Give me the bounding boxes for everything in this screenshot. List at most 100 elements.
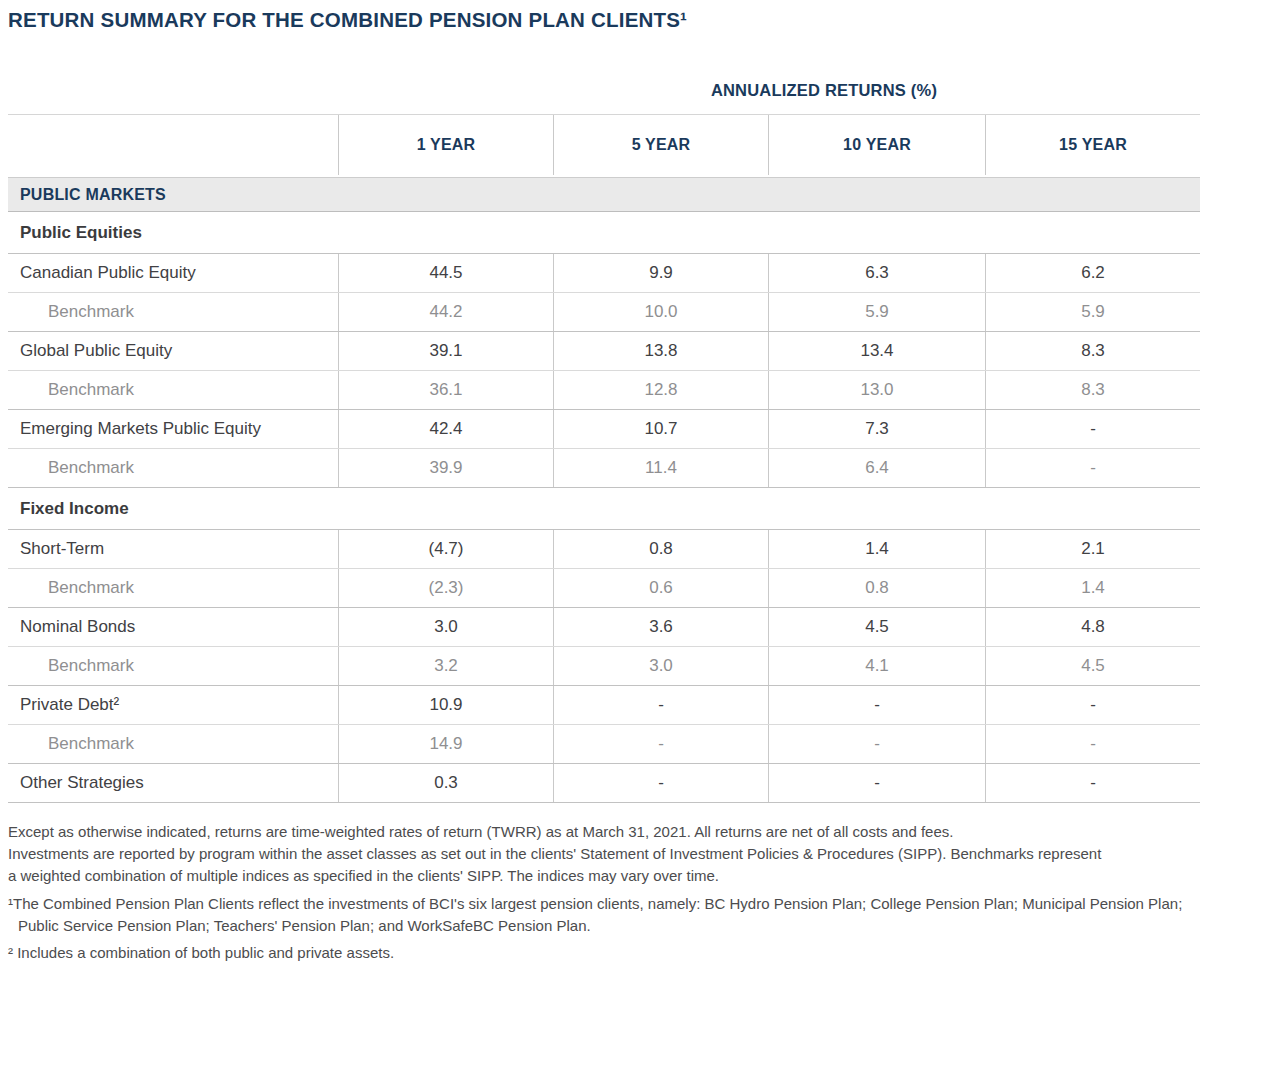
table-row-benchmark: Benchmark 14.9 - - - [8, 725, 1200, 764]
cell-value: 13.4 [768, 332, 985, 370]
cell-value: 6.2 [985, 254, 1200, 292]
section-header-label: PUBLIC MARKETS [20, 186, 166, 204]
table-row: Other Strategies 0.3 - - - [8, 764, 1200, 803]
footnotes: Except as otherwise indicated, returns a… [8, 821, 1276, 964]
cell-value: - [553, 686, 768, 724]
cell-value: 10.9 [338, 686, 553, 724]
cell-value: 0.8 [553, 530, 768, 568]
cell-value: 39.9 [338, 449, 553, 487]
cell-value: 6.3 [768, 254, 985, 292]
row-label: Global Public Equity [8, 332, 338, 370]
cell-value: 36.1 [338, 371, 553, 409]
cell-value: (2.3) [338, 569, 553, 607]
footnote-general-line: Investments are reported by program with… [8, 843, 1276, 865]
cell-value: 2.1 [985, 530, 1200, 568]
footnote-1-continued: Public Service Pension Plan; Teachers' P… [8, 915, 1276, 937]
row-label: Emerging Markets Public Equity [8, 410, 338, 448]
cell-value: 9.9 [553, 254, 768, 292]
cell-value: 10.0 [553, 293, 768, 331]
cell-value: 0.3 [338, 764, 553, 802]
cell-value: - [985, 449, 1200, 487]
row-label: Short-Term [8, 530, 338, 568]
footnote-2-marker: ² [8, 944, 13, 961]
cell-value: 6.4 [768, 449, 985, 487]
cell-value: 13.8 [553, 332, 768, 370]
cell-value: 12.8 [553, 371, 768, 409]
report-page: RETURN SUMMARY FOR THE COMBINED PENSION … [0, 0, 1200, 964]
footnote-1: ¹The Combined Pension Plan Clients refle… [8, 893, 1276, 915]
cell-value: 4.8 [985, 608, 1200, 646]
table-row-benchmark: Benchmark 39.9 11.4 6.4 - [8, 449, 1200, 488]
row-label: Other Strategies [8, 764, 338, 802]
column-header-5-year: 5 YEAR [553, 115, 768, 175]
cell-value: 44.2 [338, 293, 553, 331]
column-header-15-year: 15 YEAR [985, 115, 1200, 175]
footnote-2: ² Includes a combination of both public … [8, 942, 1276, 964]
cell-value: 4.5 [985, 647, 1200, 685]
footnote-general-line: a weighted combination of multiple indic… [8, 865, 1276, 887]
table-row: Emerging Markets Public Equity 42.4 10.7… [8, 410, 1200, 449]
table-row: Nominal Bonds 3.0 3.6 4.5 4.8 [8, 608, 1200, 647]
cell-value: - [985, 725, 1200, 763]
row-label: Benchmark [8, 449, 338, 487]
cell-value: (4.7) [338, 530, 553, 568]
cell-value: 13.0 [768, 371, 985, 409]
table-row-benchmark: Benchmark (2.3) 0.6 0.8 1.4 [8, 569, 1200, 608]
row-label: Benchmark [8, 293, 338, 331]
cell-value: 3.2 [338, 647, 553, 685]
cell-value: - [985, 686, 1200, 724]
column-header-10-year: 10 YEAR [768, 115, 985, 175]
table-row: Canadian Public Equity 44.5 9.9 6.3 6.2 [8, 253, 1200, 293]
cell-value: 3.6 [553, 608, 768, 646]
cell-value: 10.7 [553, 410, 768, 448]
cell-value: 5.9 [985, 293, 1200, 331]
row-label: Private Debt² [8, 686, 338, 724]
cell-value: 1.4 [985, 569, 1200, 607]
cell-value: 3.0 [553, 647, 768, 685]
row-label: Canadian Public Equity [8, 254, 338, 292]
table-row: Short-Term (4.7) 0.8 1.4 2.1 [8, 529, 1200, 569]
table-row: Private Debt² 10.9 - - - [8, 686, 1200, 725]
table-row: Global Public Equity 39.1 13.8 13.4 8.3 [8, 332, 1200, 371]
cell-value: 4.5 [768, 608, 985, 646]
table-header-row: 1 YEAR 5 YEAR 10 YEAR 15 YEAR [8, 114, 1200, 175]
footnote-2-text: Includes a combination of both public an… [17, 944, 394, 961]
cell-value: 8.3 [985, 332, 1200, 370]
cell-value: 1.4 [768, 530, 985, 568]
row-label: Benchmark [8, 647, 338, 685]
group-label-fixed-income: Fixed Income [8, 488, 1200, 529]
cell-value: 44.5 [338, 254, 553, 292]
footnote-1-text: The Combined Pension Plan Clients reflec… [13, 895, 1182, 912]
cell-value: 3.0 [338, 608, 553, 646]
cell-value: 8.3 [985, 371, 1200, 409]
row-label: Benchmark [8, 371, 338, 409]
cell-value: 5.9 [768, 293, 985, 331]
row-label: Benchmark [8, 569, 338, 607]
cell-value: 0.6 [553, 569, 768, 607]
cell-value: 42.4 [338, 410, 553, 448]
page-title: RETURN SUMMARY FOR THE COMBINED PENSION … [8, 8, 1200, 32]
cell-value: - [768, 764, 985, 802]
cell-value: - [768, 686, 985, 724]
cell-value: 7.3 [768, 410, 985, 448]
section-header-public-markets: PUBLIC MARKETS [8, 177, 1200, 212]
cell-value: 39.1 [338, 332, 553, 370]
cell-value: - [985, 764, 1200, 802]
cell-value: 0.8 [768, 569, 985, 607]
row-label: Nominal Bonds [8, 608, 338, 646]
table-row-benchmark: Benchmark 44.2 10.0 5.9 5.9 [8, 293, 1200, 332]
annualized-returns-header: ANNUALIZED RETURNS (%) [448, 81, 1200, 100]
footnote-general-line: Except as otherwise indicated, returns a… [8, 821, 1276, 843]
cell-value: - [553, 764, 768, 802]
cell-value: - [553, 725, 768, 763]
cell-value: 4.1 [768, 647, 985, 685]
row-label: Benchmark [8, 725, 338, 763]
cell-value: - [768, 725, 985, 763]
cell-value: - [985, 410, 1200, 448]
header-cell-empty [8, 115, 338, 175]
cell-value: 11.4 [553, 449, 768, 487]
table-row-benchmark: Benchmark 36.1 12.8 13.0 8.3 [8, 371, 1200, 410]
group-label-public-equities: Public Equities [8, 212, 1200, 253]
table-row-benchmark: Benchmark 3.2 3.0 4.1 4.5 [8, 647, 1200, 686]
cell-value: 14.9 [338, 725, 553, 763]
